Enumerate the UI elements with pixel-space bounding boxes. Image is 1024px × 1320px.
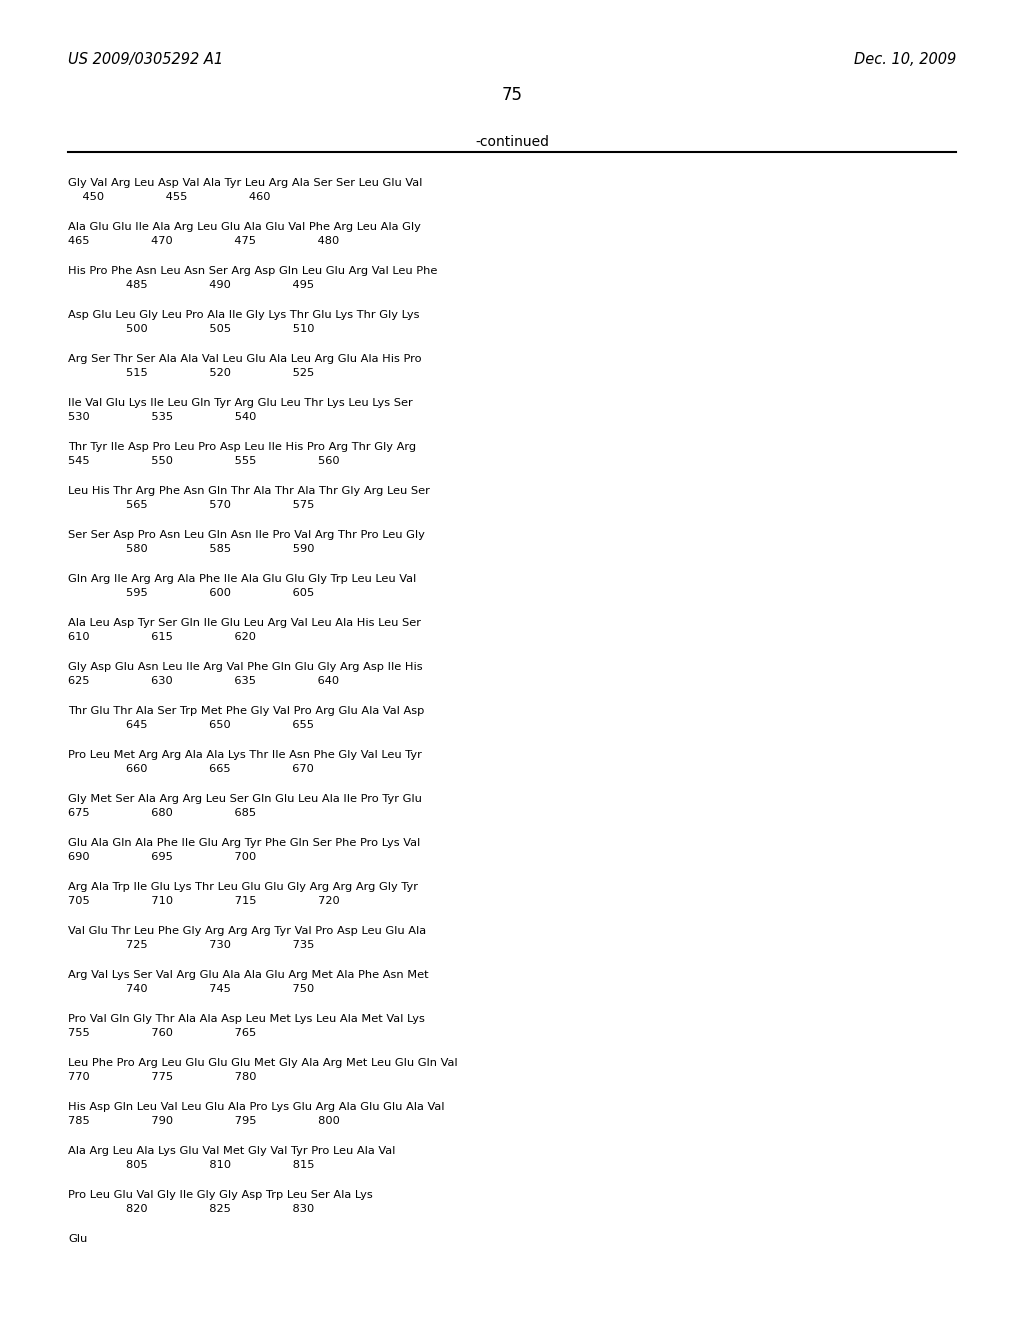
Text: Dec. 10, 2009: Dec. 10, 2009 xyxy=(854,51,956,67)
Text: -continued: -continued xyxy=(475,135,549,149)
Text: Arg Val Lys Ser Val Arg Glu Ala Ala Glu Arg Met Ala Phe Asn Met: Arg Val Lys Ser Val Arg Glu Ala Ala Glu … xyxy=(68,970,429,979)
Text: 500                 505                 510: 500 505 510 xyxy=(68,323,314,334)
Text: 785                 790                 795                 800: 785 790 795 800 xyxy=(68,1115,340,1126)
Text: Gly Asp Glu Asn Leu Ile Arg Val Phe Gln Glu Gly Arg Asp Ile His: Gly Asp Glu Asn Leu Ile Arg Val Phe Gln … xyxy=(68,663,423,672)
Text: US 2009/0305292 A1: US 2009/0305292 A1 xyxy=(68,51,223,67)
Text: Ser Ser Asp Pro Asn Leu Gln Asn Ile Pro Val Arg Thr Pro Leu Gly: Ser Ser Asp Pro Asn Leu Gln Asn Ile Pro … xyxy=(68,531,425,540)
Text: Gly Val Arg Leu Asp Val Ala Tyr Leu Arg Ala Ser Ser Leu Glu Val: Gly Val Arg Leu Asp Val Ala Tyr Leu Arg … xyxy=(68,178,422,187)
Text: 465                 470                 475                 480: 465 470 475 480 xyxy=(68,236,339,246)
Text: Ala Leu Asp Tyr Ser Gln Ile Glu Leu Arg Val Leu Ala His Leu Ser: Ala Leu Asp Tyr Ser Gln Ile Glu Leu Arg … xyxy=(68,618,421,628)
Text: His Pro Phe Asn Leu Asn Ser Arg Asp Gln Leu Glu Arg Val Leu Phe: His Pro Phe Asn Leu Asn Ser Arg Asp Gln … xyxy=(68,267,437,276)
Text: 610                 615                 620: 610 615 620 xyxy=(68,632,256,642)
Text: 675                 680                 685: 675 680 685 xyxy=(68,808,256,818)
Text: Asp Glu Leu Gly Leu Pro Ala Ile Gly Lys Thr Glu Lys Thr Gly Lys: Asp Glu Leu Gly Leu Pro Ala Ile Gly Lys … xyxy=(68,310,420,319)
Text: 580                 585                 590: 580 585 590 xyxy=(68,544,314,554)
Text: 755                 760                 765: 755 760 765 xyxy=(68,1028,256,1038)
Text: 805                 810                 815: 805 810 815 xyxy=(68,1160,314,1170)
Text: 625                 630                 635                 640: 625 630 635 640 xyxy=(68,676,339,686)
Text: Thr Glu Thr Ala Ser Trp Met Phe Gly Val Pro Arg Glu Ala Val Asp: Thr Glu Thr Ala Ser Trp Met Phe Gly Val … xyxy=(68,706,424,715)
Text: 690                 695                 700: 690 695 700 xyxy=(68,851,256,862)
Text: 565                 570                 575: 565 570 575 xyxy=(68,500,314,510)
Text: 545                 550                 555                 560: 545 550 555 560 xyxy=(68,455,340,466)
Text: 75: 75 xyxy=(502,86,522,104)
Text: Ile Val Glu Lys Ile Leu Gln Tyr Arg Glu Leu Thr Lys Leu Lys Ser: Ile Val Glu Lys Ile Leu Gln Tyr Arg Glu … xyxy=(68,399,413,408)
Text: Glu Ala Gln Ala Phe Ile Glu Arg Tyr Phe Gln Ser Phe Pro Lys Val: Glu Ala Gln Ala Phe Ile Glu Arg Tyr Phe … xyxy=(68,838,420,847)
Text: Pro Leu Met Arg Arg Ala Ala Lys Thr Ile Asn Phe Gly Val Leu Tyr: Pro Leu Met Arg Arg Ala Ala Lys Thr Ile … xyxy=(68,750,422,760)
Text: His Asp Gln Leu Val Leu Glu Ala Pro Lys Glu Arg Ala Glu Glu Ala Val: His Asp Gln Leu Val Leu Glu Ala Pro Lys … xyxy=(68,1102,444,1111)
Text: Pro Val Gln Gly Thr Ala Ala Asp Leu Met Lys Leu Ala Met Val Lys: Pro Val Gln Gly Thr Ala Ala Asp Leu Met … xyxy=(68,1014,425,1024)
Text: Gly Met Ser Ala Arg Arg Leu Ser Gln Glu Leu Ala Ile Pro Tyr Glu: Gly Met Ser Ala Arg Arg Leu Ser Gln Glu … xyxy=(68,795,422,804)
Text: 450                 455                 460: 450 455 460 xyxy=(68,191,270,202)
Text: 485                 490                 495: 485 490 495 xyxy=(68,280,314,290)
Text: Arg Ser Thr Ser Ala Ala Val Leu Glu Ala Leu Arg Glu Ala His Pro: Arg Ser Thr Ser Ala Ala Val Leu Glu Ala … xyxy=(68,354,422,364)
Text: Glu: Glu xyxy=(68,1234,87,1243)
Text: Arg Ala Trp Ile Glu Lys Thr Leu Glu Glu Gly Arg Arg Arg Gly Tyr: Arg Ala Trp Ile Glu Lys Thr Leu Glu Glu … xyxy=(68,882,418,892)
Text: 530                 535                 540: 530 535 540 xyxy=(68,412,256,422)
Text: Leu Phe Pro Arg Leu Glu Glu Glu Met Gly Ala Arg Met Leu Glu Gln Val: Leu Phe Pro Arg Leu Glu Glu Glu Met Gly … xyxy=(68,1059,458,1068)
Text: 595                 600                 605: 595 600 605 xyxy=(68,587,314,598)
Text: 705                 710                 715                 720: 705 710 715 720 xyxy=(68,896,340,906)
Text: Leu His Thr Arg Phe Asn Gln Thr Ala Thr Ala Thr Gly Arg Leu Ser: Leu His Thr Arg Phe Asn Gln Thr Ala Thr … xyxy=(68,486,430,496)
Text: 725                 730                 735: 725 730 735 xyxy=(68,940,314,950)
Text: Gln Arg Ile Arg Arg Ala Phe Ile Ala Glu Glu Gly Trp Leu Leu Val: Gln Arg Ile Arg Arg Ala Phe Ile Ala Glu … xyxy=(68,574,416,583)
Text: Ala Glu Glu Ile Ala Arg Leu Glu Ala Glu Val Phe Arg Leu Ala Gly: Ala Glu Glu Ile Ala Arg Leu Glu Ala Glu … xyxy=(68,222,421,232)
Text: 740                 745                 750: 740 745 750 xyxy=(68,983,314,994)
Text: 770                 775                 780: 770 775 780 xyxy=(68,1072,256,1082)
Text: 820                 825                 830: 820 825 830 xyxy=(68,1204,314,1214)
Text: Thr Tyr Ile Asp Pro Leu Pro Asp Leu Ile His Pro Arg Thr Gly Arg: Thr Tyr Ile Asp Pro Leu Pro Asp Leu Ile … xyxy=(68,442,416,451)
Text: 660                 665                 670: 660 665 670 xyxy=(68,764,314,774)
Text: Ala Arg Leu Ala Lys Glu Val Met Gly Val Tyr Pro Leu Ala Val: Ala Arg Leu Ala Lys Glu Val Met Gly Val … xyxy=(68,1146,395,1156)
Text: Val Glu Thr Leu Phe Gly Arg Arg Arg Tyr Val Pro Asp Leu Glu Ala: Val Glu Thr Leu Phe Gly Arg Arg Arg Tyr … xyxy=(68,927,426,936)
Text: 645                 650                 655: 645 650 655 xyxy=(68,719,314,730)
Text: Pro Leu Glu Val Gly Ile Gly Gly Asp Trp Leu Ser Ala Lys: Pro Leu Glu Val Gly Ile Gly Gly Asp Trp … xyxy=(68,1191,373,1200)
Text: 515                 520                 525: 515 520 525 xyxy=(68,368,314,378)
